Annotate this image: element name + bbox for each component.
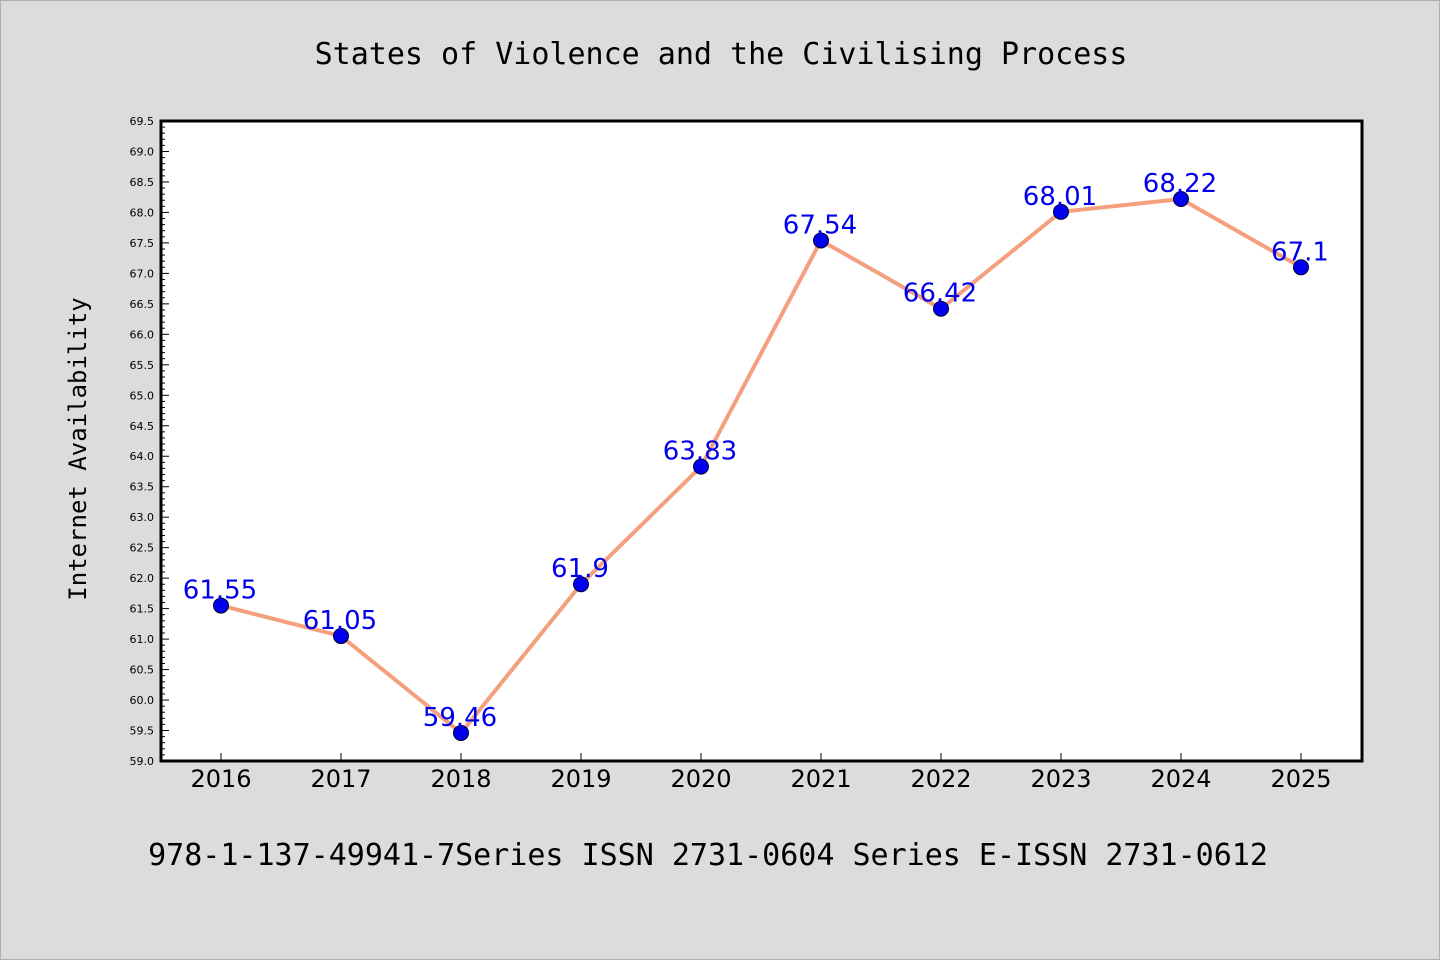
x-tick-label: 2017: [310, 765, 371, 793]
series-line: [220, 197, 1302, 735]
data-point: [1173, 191, 1189, 208]
x-tick-label: 2020: [670, 765, 731, 793]
y-tick-label: 61.5: [130, 603, 155, 616]
data-point: [1293, 259, 1309, 276]
x-tick-label: 2024: [1150, 765, 1211, 793]
chart-title: States of Violence and the Civilising Pr…: [315, 37, 1128, 72]
data-label: 61.9: [551, 554, 609, 584]
x-tick-label: 2022: [910, 765, 971, 793]
y-tick-label: 66.5: [130, 298, 155, 311]
y-tick-label: 60.5: [130, 664, 155, 677]
y-tick-label: 65.5: [130, 359, 155, 372]
y-tick-label: 62.0: [130, 572, 155, 585]
y-tick-label: 69.0: [130, 145, 155, 158]
x-tick-label: 2016: [190, 765, 251, 793]
y-tick-label: 68.0: [130, 206, 155, 219]
y-tick-label: 59.0: [130, 755, 155, 768]
data-label: 61.55: [183, 576, 257, 606]
x-tick-label: 2023: [1030, 765, 1091, 793]
series: [213, 191, 1309, 741]
footer-isbn-text: 978-1-137-49941-7Series ISSN 2731-0604 S…: [148, 838, 1268, 873]
y-tick-label: 64.5: [130, 420, 155, 433]
data-point: [333, 628, 349, 645]
data-label: 68.22: [1143, 169, 1217, 199]
plot-area: [159, 119, 1364, 763]
data-label: 66.42: [903, 279, 977, 309]
y-tick-label: 62.5: [130, 542, 155, 555]
data-point: [693, 458, 709, 475]
data-point: [933, 300, 949, 317]
data-point: [813, 232, 829, 249]
data-label: 68.01: [1023, 182, 1097, 212]
data-point: [453, 724, 469, 741]
y-tick-label: 65.0: [130, 389, 155, 402]
y-tick-label: 61.0: [130, 633, 155, 646]
data-label: 67.54: [783, 210, 857, 240]
data-label: 59.46: [423, 703, 497, 733]
y-tick-label: 59.5: [130, 725, 155, 738]
y-tick-label: 63.0: [130, 511, 155, 524]
data-label: 67.1: [1271, 237, 1329, 267]
x-axis: 2016 2017 2018 2019 2020 2021 2022 2023 2024 2025: [190, 753, 1332, 793]
x-tick-label: 2025: [1270, 765, 1331, 793]
y-axis: 59.0 59.5 60.0 60.5 61.0 61.5 62.0 62.5 63.0 63.5…: [130, 115, 169, 768]
data-labels: 61.55 61.05 59.46 61.9 63.83 67.54 66.42 68.01 6…: [183, 169, 1329, 733]
y-tick-label: 64.0: [130, 450, 155, 463]
y-tick-label: 67.5: [130, 237, 155, 250]
y-axis-label: Internet Availability: [64, 297, 92, 600]
x-tick-label: 2019: [550, 765, 611, 793]
y-tick-label: 69.5: [130, 115, 155, 128]
y-tick-label: 67.0: [130, 267, 155, 280]
data-point: [1053, 203, 1069, 220]
y-tick-label: 66.0: [130, 328, 155, 341]
y-tick-label: 63.5: [130, 481, 155, 494]
x-tick-label: 2021: [790, 765, 851, 793]
data-point: [213, 597, 229, 614]
y-tick-label: 60.0: [130, 694, 155, 707]
data-label: 63.83: [663, 437, 737, 467]
data-point: [573, 576, 589, 593]
x-tick-label: 2018: [430, 765, 491, 793]
y-tick-label: 68.5: [130, 176, 155, 189]
data-label: 61.05: [303, 606, 377, 636]
